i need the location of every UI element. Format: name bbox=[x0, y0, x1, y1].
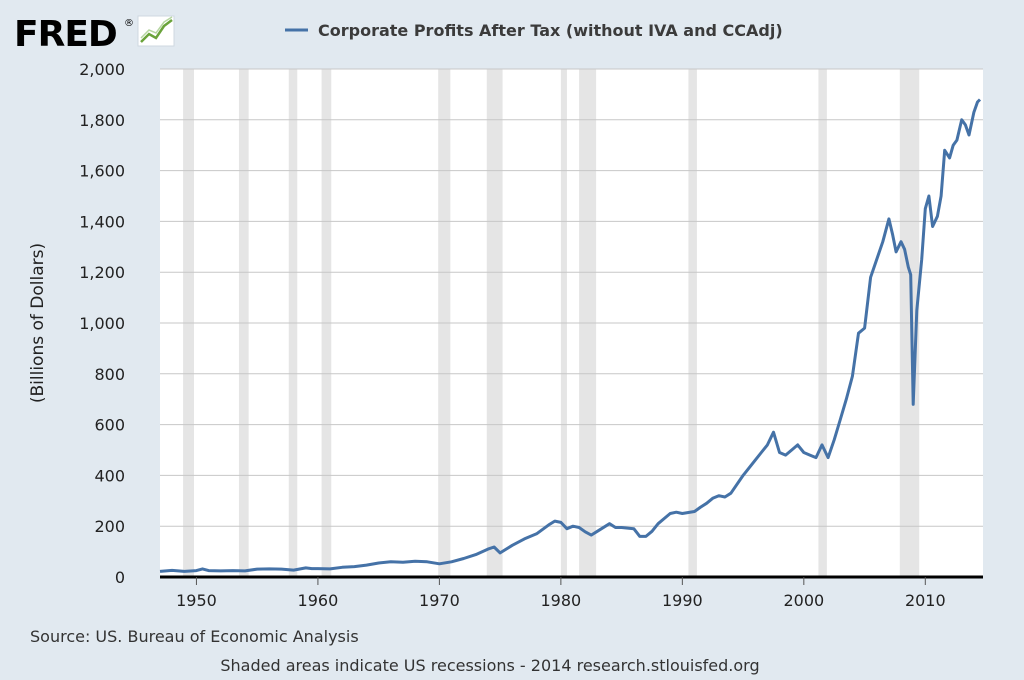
y-tick-label: 1,800 bbox=[79, 111, 125, 130]
source-note: Source: US. Bureau of Economic Analysis bbox=[30, 627, 359, 646]
y-tick-label: 1,400 bbox=[79, 212, 125, 231]
x-tick-label: 2010 bbox=[905, 591, 946, 610]
x-tick-label: 2000 bbox=[783, 591, 824, 610]
y-tick-label: 1,000 bbox=[79, 314, 125, 333]
y-tick-label: 800 bbox=[94, 365, 125, 384]
y-tick-labels: 0 200 400 600 800 1,000 1,200 1,400 1,600 1,800 2,… bbox=[79, 60, 125, 587]
y-tick-label: 2,000 bbox=[79, 60, 125, 79]
y-tick-label: 1,600 bbox=[79, 162, 125, 181]
fred-logo[interactable]: FRED ® bbox=[14, 14, 175, 55]
y-axis-label: (Billions of Dollars) bbox=[28, 243, 48, 403]
x-tick-labels: 1950 1960 1970 1980 1990 2000 2010 bbox=[176, 591, 946, 610]
logo-text: FRED bbox=[14, 14, 117, 55]
y-tick-label: 400 bbox=[94, 466, 125, 485]
y-tick-label: 600 bbox=[94, 416, 125, 435]
x-tick-label: 1980 bbox=[541, 591, 582, 610]
y-tick-label: 0 bbox=[115, 568, 125, 587]
y-tick-label: 200 bbox=[94, 517, 125, 536]
x-tick-label: 1970 bbox=[419, 591, 460, 610]
series-line bbox=[159, 98, 982, 573]
legend: Corporate Profits After Tax (without IVA… bbox=[285, 21, 783, 40]
fred-chart-logo-icon bbox=[137, 15, 175, 47]
axes bbox=[160, 575, 983, 585]
recession-note: Shaded areas indicate US recessions - 20… bbox=[220, 656, 759, 675]
series-layer bbox=[159, 98, 982, 573]
x-tick-label: 1960 bbox=[298, 591, 339, 610]
x-tick-label: 1950 bbox=[176, 591, 217, 610]
y-tick-label: 1,200 bbox=[79, 263, 125, 282]
registered-mark: ® bbox=[124, 18, 134, 29]
x-tick-label: 1990 bbox=[662, 591, 703, 610]
legend-label: Corporate Profits After Tax (without IVA… bbox=[318, 21, 783, 40]
